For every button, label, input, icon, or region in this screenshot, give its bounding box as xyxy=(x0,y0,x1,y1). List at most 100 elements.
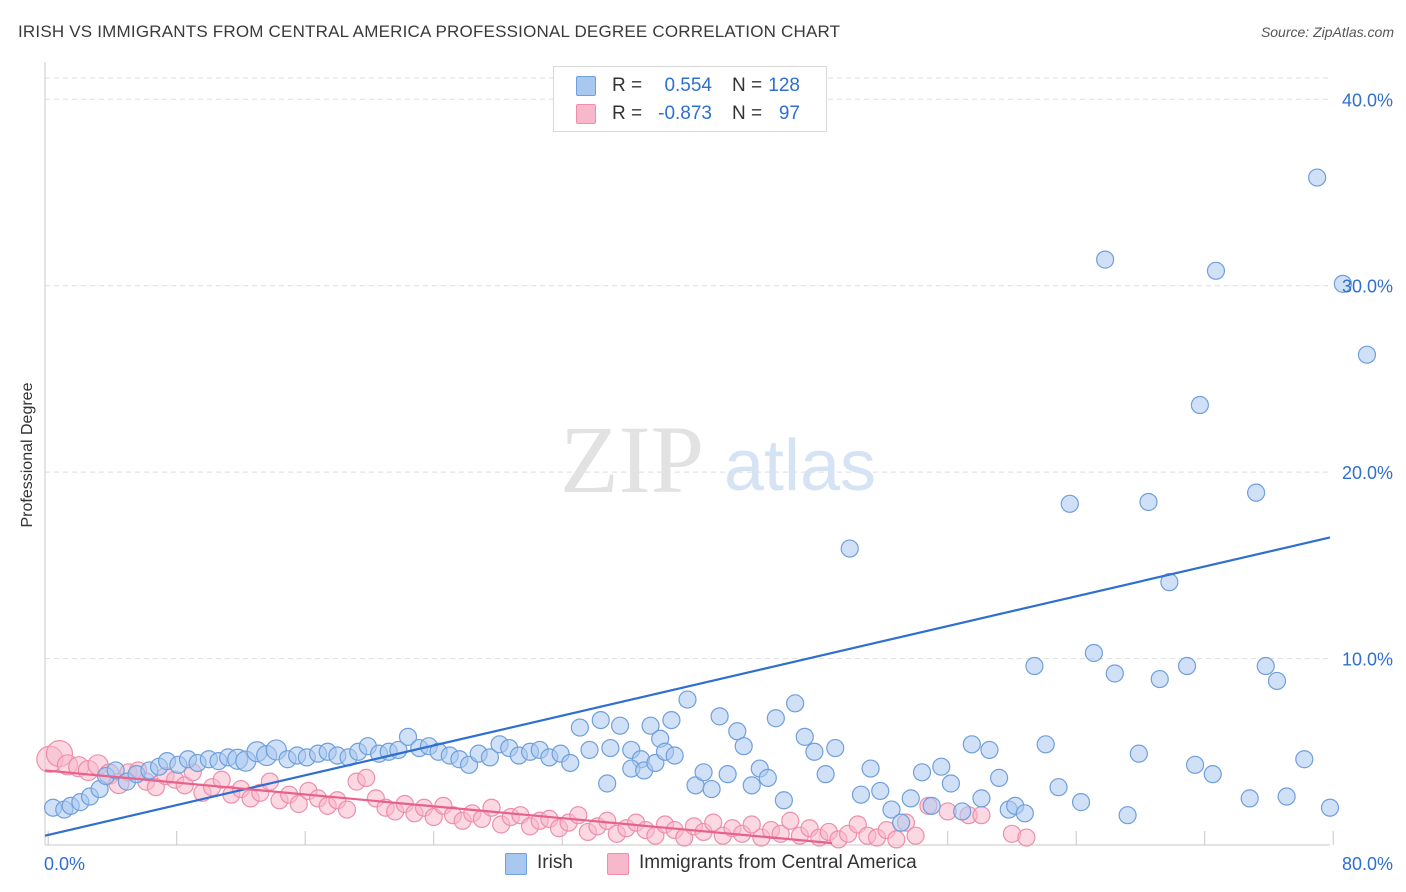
data-point-irish xyxy=(1308,168,1327,187)
x-tick-label-min: 0.0% xyxy=(44,854,85,874)
series-legend: Irish Immigrants from Central America xyxy=(0,852,1406,878)
data-point-cam xyxy=(781,811,800,830)
data-point-irish xyxy=(1295,750,1314,769)
data-point-irish xyxy=(912,763,932,782)
data-point-irish xyxy=(826,738,845,758)
data-point-irish xyxy=(1240,789,1259,808)
data-point-irish xyxy=(1118,806,1137,825)
grid-layer xyxy=(45,77,1330,660)
data-point-cam xyxy=(357,768,376,787)
data-point-cam xyxy=(742,815,761,834)
data-point-irish xyxy=(561,753,580,773)
data-point-irish xyxy=(678,690,697,709)
data-point-irish xyxy=(710,707,729,726)
data-point-irish xyxy=(1357,345,1377,364)
data-point-irish xyxy=(892,813,911,832)
data-point-irish xyxy=(1105,664,1124,683)
data-point-irish xyxy=(591,710,610,730)
trendline-irish xyxy=(44,536,1331,837)
stats-legend: R = 0.554 N = 128 R = -0.873 N = 97 xyxy=(553,66,827,132)
y-tick-label: 20.0% xyxy=(1342,463,1393,483)
data-point-irish xyxy=(662,710,681,730)
data-point-irish xyxy=(980,740,999,760)
legend-swatch-irish xyxy=(576,76,596,96)
data-point-irish xyxy=(480,748,500,767)
data-point-irish xyxy=(1177,656,1197,676)
data-point-irish xyxy=(816,765,835,784)
data-point-irish xyxy=(598,774,617,793)
data-point-irish xyxy=(990,768,1009,787)
data-point-irish xyxy=(1071,793,1091,812)
data-point-irish xyxy=(1277,787,1296,806)
data-point-irish xyxy=(1256,656,1275,676)
series-irish-points xyxy=(43,168,1377,832)
data-point-irish xyxy=(1049,778,1068,797)
legend-swatch-cam xyxy=(576,104,596,124)
data-point-irish xyxy=(1060,494,1079,513)
data-point-irish xyxy=(1129,744,1148,763)
data-point-irish xyxy=(1139,492,1158,512)
trendline-cam xyxy=(44,769,833,845)
data-point-cam xyxy=(1017,828,1036,847)
legend-n-value: 128 xyxy=(768,75,800,96)
legend-label-irish: Irish xyxy=(537,852,573,873)
data-point-irish xyxy=(601,738,620,758)
data-point-cam xyxy=(175,776,194,795)
data-point-irish xyxy=(1084,643,1103,663)
data-point-irish xyxy=(580,740,599,760)
data-point-irish xyxy=(1190,395,1209,415)
watermark: ZIP atlas xyxy=(560,406,876,513)
tick-label-layer: 10.0% 20.0% 30.0% 40.0% 0.0% 80.0% xyxy=(44,90,1393,874)
data-point-cam xyxy=(906,826,925,845)
y-tick-label: 30.0% xyxy=(1342,277,1393,297)
data-point-irish xyxy=(882,800,901,819)
data-point-irish xyxy=(1096,250,1115,269)
y-tick-label: 10.0% xyxy=(1342,650,1393,670)
data-point-irish xyxy=(953,802,972,821)
data-point-irish xyxy=(742,776,761,795)
legend-label-cam: Immigrants from Central America xyxy=(639,852,917,873)
legend-swatch-irish xyxy=(505,853,527,875)
data-point-irish xyxy=(1185,755,1205,774)
data-point-irish xyxy=(962,735,981,754)
x-tick-label-max: 80.0% xyxy=(1342,854,1393,874)
legend-r-value: 0.554 xyxy=(664,75,712,96)
data-point-cam xyxy=(887,830,906,849)
data-point-irish xyxy=(972,789,991,808)
data-point-cam xyxy=(289,794,308,814)
data-point-irish xyxy=(1015,804,1034,823)
data-point-irish xyxy=(871,781,890,801)
data-point-irish xyxy=(398,727,418,746)
legend-n-value: 97 xyxy=(778,103,800,124)
data-point-cam xyxy=(482,798,501,817)
legend-row-irish: R = 0.554 N = 128 xyxy=(554,73,826,99)
data-point-irish xyxy=(694,763,713,782)
data-point-irish xyxy=(786,694,805,713)
data-point-irish xyxy=(610,716,630,735)
data-point-irish xyxy=(941,774,961,793)
data-point-cam xyxy=(972,806,991,825)
legend-n-label: N = xyxy=(732,103,763,124)
data-point-irish xyxy=(922,796,941,815)
data-point-irish xyxy=(665,746,684,765)
data-point-irish xyxy=(570,718,589,737)
data-point-irish xyxy=(1036,735,1055,754)
data-point-irish xyxy=(1206,261,1226,280)
data-point-irish xyxy=(106,761,125,780)
data-point-irish xyxy=(1025,656,1044,676)
data-point-irish xyxy=(840,539,859,558)
data-point-irish xyxy=(1320,798,1340,817)
data-point-irish xyxy=(1333,274,1352,293)
data-point-cam xyxy=(337,800,357,819)
data-point-irish xyxy=(805,742,824,761)
chart-title: IRISH VS IMMIGRANTS FROM CENTRAL AMERICA… xyxy=(18,22,841,41)
data-point-irish xyxy=(734,737,753,756)
chart-source: Source: ZipAtlas.com xyxy=(1260,24,1394,40)
legend-r-label: R = xyxy=(612,75,643,96)
legend-r-label: R = xyxy=(612,103,643,124)
data-point-irish xyxy=(774,791,793,810)
data-point-irish xyxy=(901,789,920,808)
watermark-atlas: atlas xyxy=(724,426,876,506)
data-point-irish xyxy=(1203,765,1222,784)
data-point-irish xyxy=(758,768,777,787)
